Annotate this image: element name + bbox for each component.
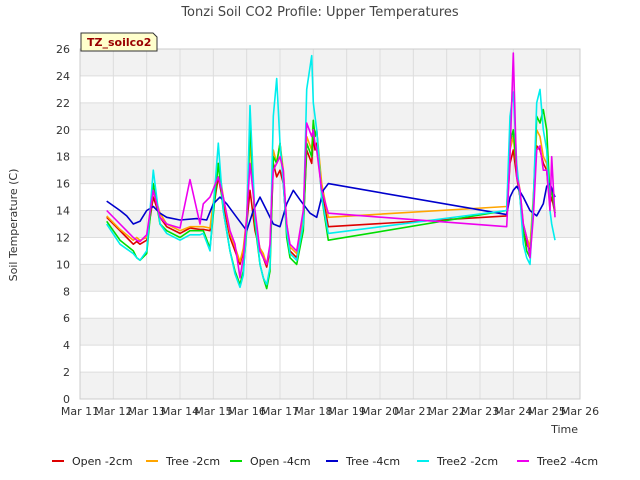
legend-item: Open -2cm — [52, 455, 133, 468]
plot-band — [80, 372, 580, 399]
x-tick-label: Mar 26 — [561, 405, 599, 418]
chart-title: Tonzi Soil CO2 Profile: Upper Temperatur… — [180, 5, 459, 20]
legend-label: Open -2cm — [72, 455, 133, 468]
y-tick-label: 6 — [63, 312, 70, 325]
legend-label: Tree2 -2cm — [436, 455, 498, 468]
x-tick-label: Mar 17 — [261, 405, 299, 418]
plot-area — [79, 48, 581, 400]
legend-label: Tree -2cm — [165, 455, 220, 468]
x-tick-label: Mar 18 — [294, 405, 332, 418]
plot-bands — [80, 49, 580, 399]
y-tick-label: 24 — [56, 70, 70, 83]
x-tick-label: Mar 20 — [361, 405, 399, 418]
series-line-open-4cm — [106, 108, 556, 290]
x-tick-label: Mar 23 — [461, 405, 499, 418]
legend-item: Tree -2cm — [146, 455, 220, 468]
plot-band — [80, 49, 580, 76]
x-tick-label: Mar 19 — [328, 405, 366, 418]
plot-band — [80, 318, 580, 346]
plot-band — [80, 156, 580, 184]
legend-item: Tree2 -4cm — [517, 455, 598, 468]
x-tick-label: Mar 15 — [194, 405, 232, 418]
y-axis-label: Soil Temperature (C) — [7, 169, 20, 282]
series-line-tree2-2cm — [106, 54, 556, 289]
y-tick-label: 16 — [56, 178, 70, 191]
y-tick-label: 18 — [56, 151, 70, 164]
legend-label: Tree2 -4cm — [536, 455, 598, 468]
y-tick-label: 12 — [56, 231, 70, 244]
grid-lines — [79, 48, 581, 400]
y-tick-label: 10 — [56, 258, 70, 271]
legend: Open -2cm Tree -2cm Open -4cm Tree -4cm Tree… — [52, 455, 598, 468]
plot-band — [80, 102, 580, 130]
y-tick-label: 8 — [63, 285, 70, 298]
y-tick-label: 4 — [63, 339, 70, 352]
site-badge: TZ_soilco2 — [80, 32, 158, 52]
x-tick-label: Mar 22 — [428, 405, 466, 418]
x-tick-label: Mar 25 — [528, 405, 566, 418]
legend-item: Tree2 -2cm — [417, 455, 498, 468]
y-tick-label: 22 — [56, 97, 70, 110]
series-line-tree2-4cm — [106, 52, 556, 279]
x-axis-label: Time — [550, 423, 578, 436]
x-tick-label: Mar 11 — [61, 405, 99, 418]
x-tick-label: Mar 24 — [494, 405, 532, 418]
series-line-tree-2cm — [106, 122, 556, 266]
y-tick-label: 14 — [56, 205, 70, 218]
y-tick-label: 0 — [63, 393, 70, 406]
x-tick-label: Mar 12 — [94, 405, 132, 418]
legend-item: Open -4cm — [230, 455, 311, 468]
series-lines — [106, 52, 556, 290]
y-tick-label: 20 — [56, 124, 70, 137]
series-line-open-2cm — [106, 135, 556, 268]
y-tick-label: 2 — [63, 366, 70, 379]
x-tick-label: Mar 13 — [128, 405, 166, 418]
site-badge-label: TZ_soilco2 — [87, 36, 151, 49]
y-tick-label: 26 — [56, 43, 70, 56]
x-tick-label: Mar 14 — [161, 405, 199, 418]
plot-band — [80, 264, 580, 292]
legend-item: Tree -4cm — [326, 455, 400, 468]
x-tick-label: Mar 21 — [394, 405, 432, 418]
x-tick-label: Mar 16 — [228, 405, 266, 418]
legend-label: Open -4cm — [250, 455, 311, 468]
legend-label: Tree -4cm — [345, 455, 400, 468]
